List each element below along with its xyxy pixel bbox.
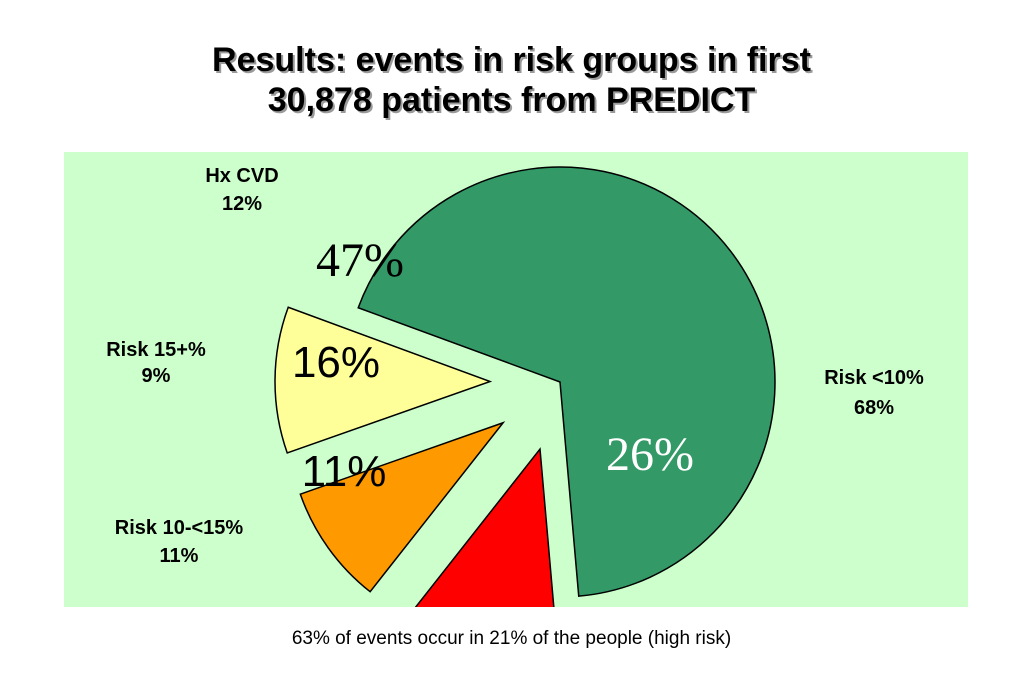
title-line-2: 30,878 patients from PREDICT <box>267 81 756 119</box>
slice-share-label-risk-10: 68% <box>854 397 894 419</box>
footnote: 63% of events occur in 21% of the people… <box>291 628 732 649</box>
slice-label-risk-15: Risk 15+% <box>106 339 206 361</box>
pie-chart: Hx CVD 12% 47% Risk 15+% 9% 16% Risk 10-<15% 11… <box>106 165 924 665</box>
title-line-1: Results: events in risk groups in first <box>212 41 811 79</box>
slice-share-label-hx-cvd: 12% <box>222 193 262 215</box>
slice-label-risk-10: Risk <10% <box>824 367 924 389</box>
slice-events-label-risk-10: 26% <box>606 428 694 481</box>
pie-slice-risk-15 <box>299 421 506 593</box>
slice-events-label-risk-10-15: 11% <box>302 447 387 496</box>
slice-share-label-risk-15: 9% <box>142 365 171 387</box>
slice-label-hx-cvd: Hx CVD <box>205 165 278 187</box>
page-title: Results: events in risk groups in first … <box>0 40 1023 120</box>
slice-events-label-risk-15: 16% <box>292 338 380 387</box>
chart-panel: Hx CVD 12% 47% Risk 15+% 9% 16% Risk 10-<15% 11… <box>64 152 968 665</box>
slice-share-label-risk-10-15: 11% <box>160 545 199 567</box>
slice-label-risk-10-15: Risk 10-<15% <box>115 517 244 539</box>
slice-events-label-hx-cvd: 47% <box>316 234 404 287</box>
pie-slice-risk-10-15 <box>274 306 493 454</box>
pie-slice-risk-10 <box>357 166 776 597</box>
